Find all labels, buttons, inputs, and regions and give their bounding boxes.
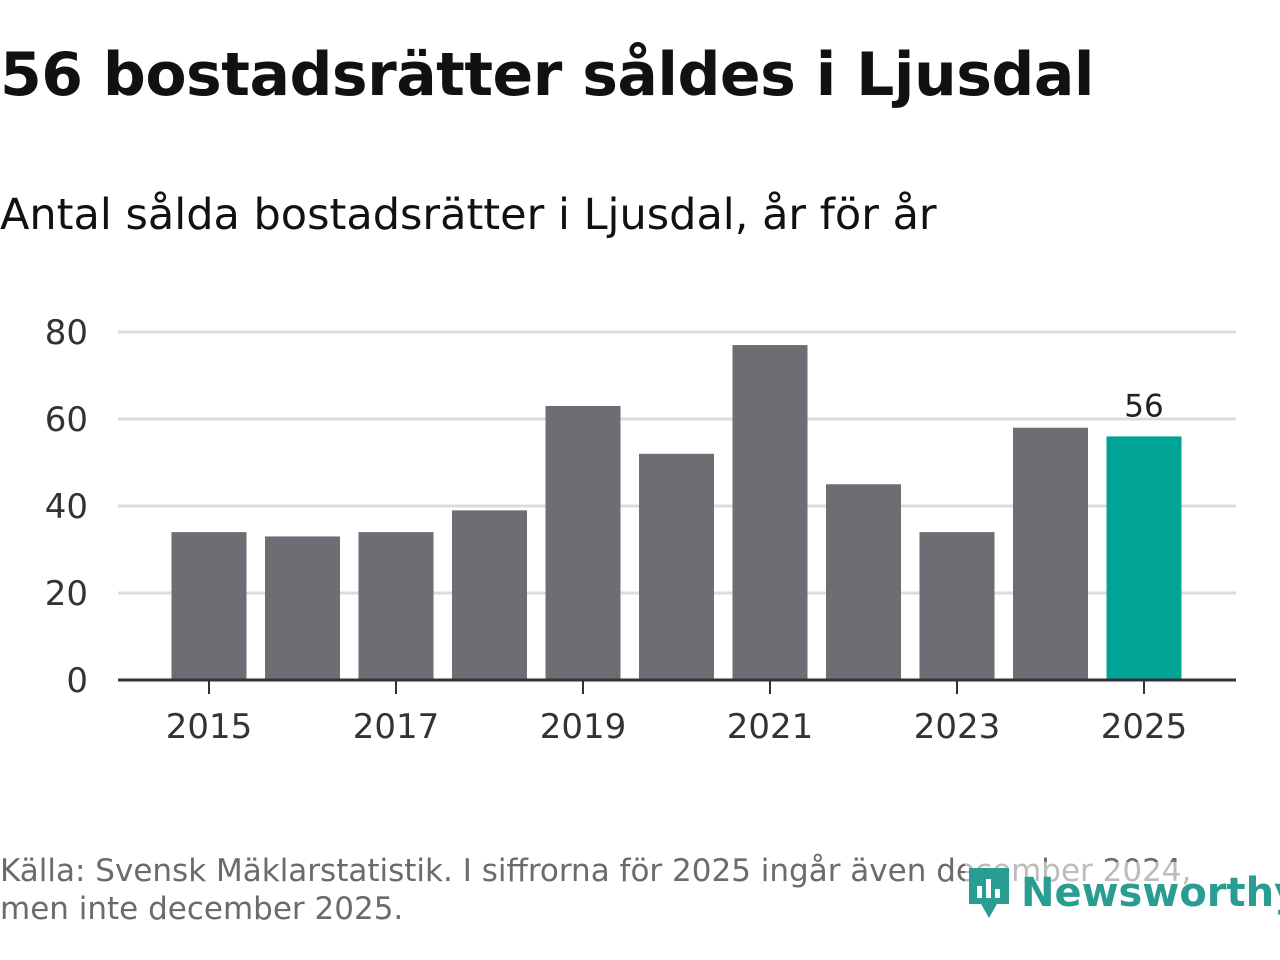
y-tick-label-60: 60	[45, 400, 88, 440]
bar-2016	[265, 536, 340, 680]
bar-2025	[1106, 436, 1182, 680]
x-tick-label-2015: 2015	[166, 707, 253, 747]
bar-2023	[919, 532, 995, 680]
data-label-2025: 56	[1124, 388, 1163, 424]
chart-title: 56 bostadsrätter såldes i Ljusdal	[0, 40, 1094, 110]
bar-2018	[452, 510, 527, 680]
bar-2019	[545, 405, 621, 680]
newsworthy-logo: Newsworthy	[965, 862, 1280, 924]
bar-2020	[639, 453, 714, 680]
y-tick-label-0: 0	[66, 661, 88, 701]
bar-2015	[171, 532, 247, 680]
source-line-2: men inte december 2025.	[0, 891, 404, 927]
y-tick-label-40: 40	[45, 487, 88, 527]
x-tick-label-2025: 2025	[1101, 707, 1188, 747]
bar-2024	[1013, 427, 1088, 680]
y-tick-label-80: 80	[45, 313, 88, 353]
chart-subtitle: Antal sålda bostadsrätter i Ljusdal, år …	[0, 190, 937, 240]
bar-2022	[826, 484, 901, 680]
x-tick-label-2021: 2021	[727, 707, 814, 747]
bar-2021	[732, 345, 808, 680]
y-tick-label-20: 20	[45, 574, 88, 614]
x-tick-label-2019: 2019	[540, 707, 627, 747]
bar-2017	[358, 532, 434, 680]
x-tick-label-2023: 2023	[914, 707, 1001, 747]
logo-text: Newsworthy	[1021, 870, 1280, 916]
x-tick-label-2017: 2017	[353, 707, 440, 747]
newsworthy-bar-icon	[969, 868, 1009, 918]
